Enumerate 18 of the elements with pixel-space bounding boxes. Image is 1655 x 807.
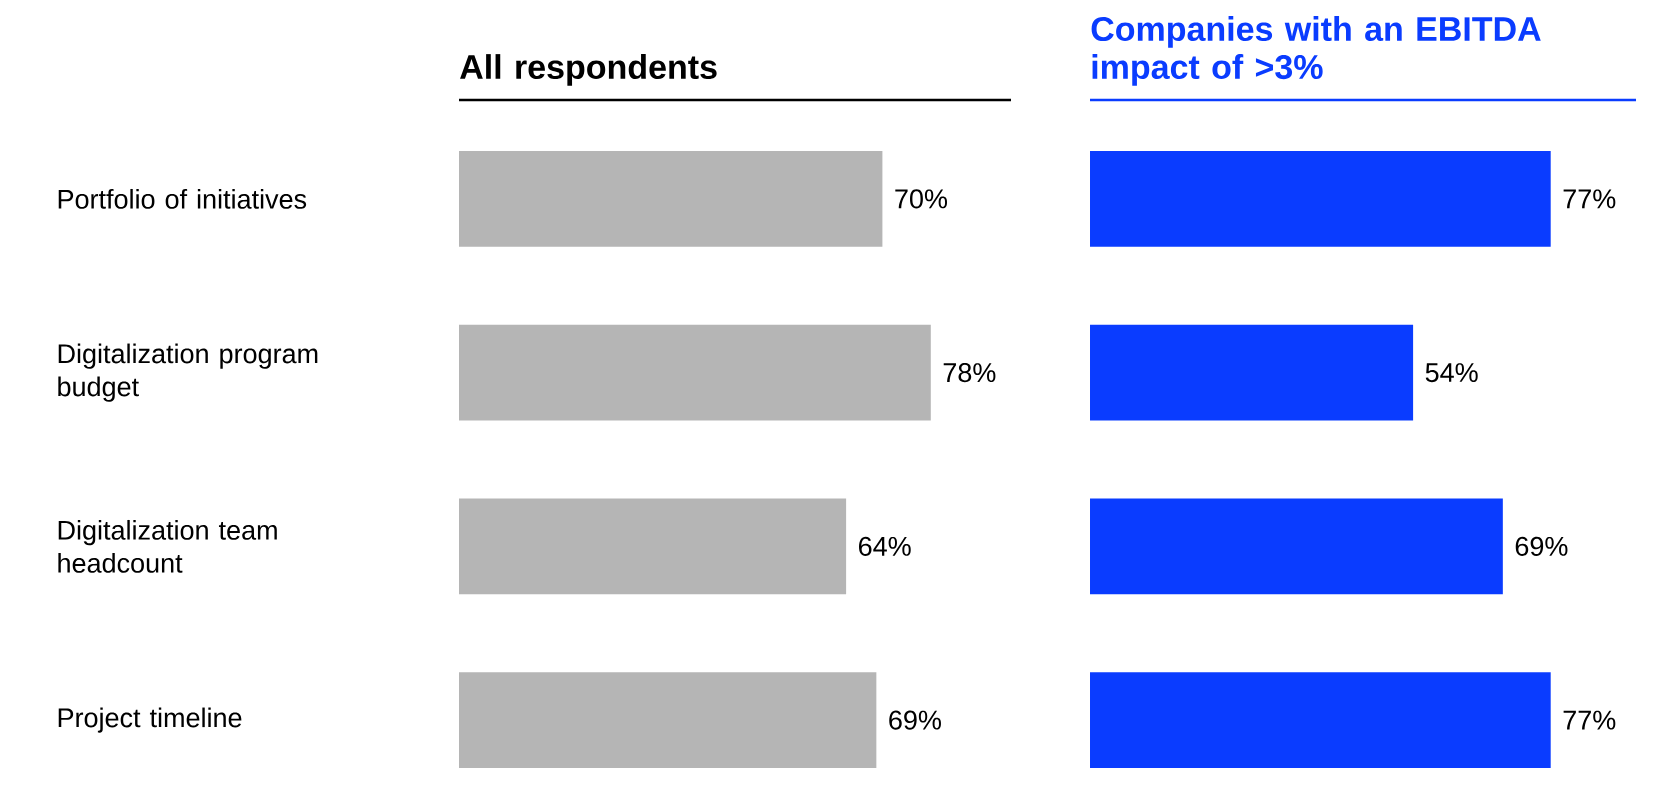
y-tick-label: Portfolio of initiatives	[58, 188, 307, 209]
data-label: 78%	[943, 363, 996, 383]
bar	[459, 672, 877, 768]
bar	[459, 324, 931, 421]
bar	[459, 151, 883, 247]
data-label: 77%	[1563, 189, 1616, 209]
chart-title: All respondents	[460, 54, 717, 86]
data-label: 70%	[895, 189, 948, 209]
chart-title: Companies with an EBITDA impact of >3%	[1091, 16, 1541, 86]
y-tick-label: Project timeline	[58, 707, 242, 733]
y-tick-label: Digitalization team headcount	[58, 519, 277, 573]
data-label: 69%	[889, 710, 941, 730]
y-tick-label: Digitalization program budget	[58, 343, 318, 402]
data-label: 69%	[1515, 536, 1568, 556]
data-label: 54%	[1425, 363, 1478, 383]
bar	[459, 498, 847, 595]
data-label: 64%	[859, 536, 911, 556]
data-label: 77%	[1563, 710, 1616, 730]
